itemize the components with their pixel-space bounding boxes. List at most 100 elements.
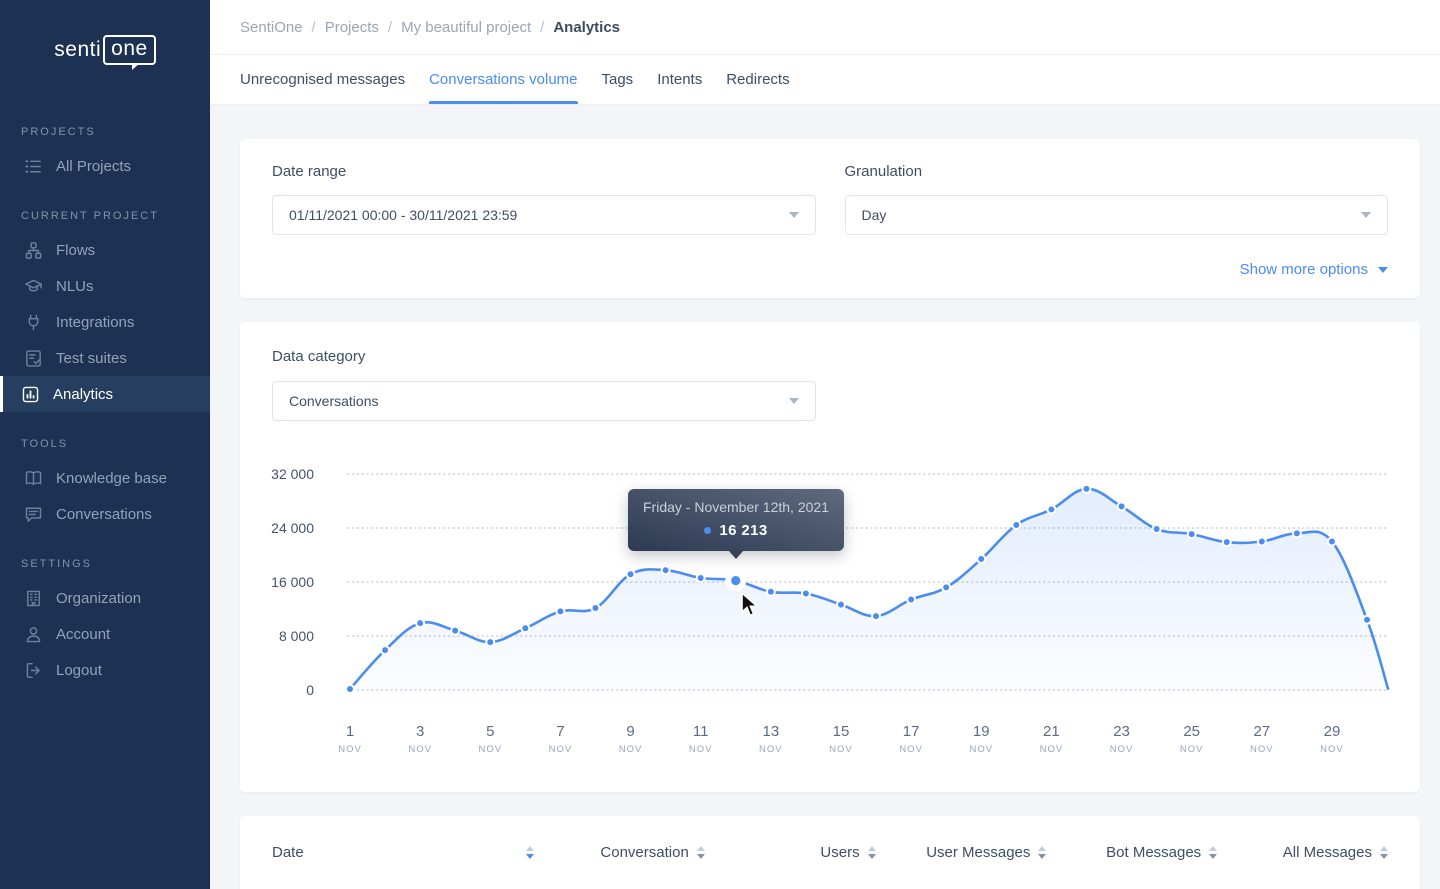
column-header-conversation[interactable]: Conversation xyxy=(534,844,705,861)
tab-tags[interactable]: Tags xyxy=(601,71,634,88)
data-point[interactable] xyxy=(1116,501,1127,512)
column-header-user-messages[interactable]: User Messages xyxy=(876,844,1047,861)
tab-unrecognised-messages[interactable]: Unrecognised messages xyxy=(240,71,406,88)
sidebar-item-account[interactable]: Account xyxy=(0,616,210,652)
sort-arrows-icon[interactable] xyxy=(1038,846,1047,859)
column-header-bot-messages[interactable]: Bot Messages xyxy=(1046,844,1218,861)
data-point[interactable] xyxy=(1046,504,1057,515)
data-point[interactable] xyxy=(450,625,461,636)
sidebar-item-label: Analytics xyxy=(53,385,114,403)
sentione-logo: senti one xyxy=(0,0,210,100)
date-range-select[interactable]: 01/11/2021 00:00 - 30/11/2021 23:59 xyxy=(272,195,816,235)
date-range-value: 01/11/2021 00:00 - 30/11/2021 23:59 xyxy=(289,207,518,223)
data-point[interactable] xyxy=(415,618,426,629)
tab-conversations-volume[interactable]: Conversations volume xyxy=(429,55,578,104)
column-header-users[interactable]: Users xyxy=(705,844,876,861)
show-more-options-link[interactable]: Show more options xyxy=(1239,261,1368,278)
svg-text:NOV: NOV xyxy=(408,744,432,755)
svg-text:NOV: NOV xyxy=(829,744,853,755)
data-point[interactable] xyxy=(1256,536,1267,547)
svg-text:17: 17 xyxy=(903,723,920,740)
sort-arrows-icon[interactable] xyxy=(1379,846,1388,859)
data-point[interactable] xyxy=(485,637,496,648)
sidebar-item-label: Knowledge base xyxy=(56,469,167,487)
sort-arrows-icon[interactable] xyxy=(696,846,705,859)
data-point[interactable] xyxy=(590,602,601,613)
book-icon xyxy=(24,469,43,488)
data-point[interactable] xyxy=(765,586,776,597)
column-label: All Messages xyxy=(1282,844,1372,861)
sidebar-section-tools: TOOLS Knowledge base Conversations xyxy=(0,438,210,532)
data-category-select[interactable]: Conversations xyxy=(272,381,816,421)
breadcrumb-item-projects[interactable]: Projects xyxy=(324,18,379,36)
data-point[interactable] xyxy=(871,611,882,622)
data-point[interactable] xyxy=(800,588,811,599)
data-point[interactable] xyxy=(1151,524,1162,535)
data-point[interactable] xyxy=(976,554,987,565)
data-point[interactable] xyxy=(1011,519,1022,530)
svg-text:NOV: NOV xyxy=(1180,744,1204,755)
sidebar-item-label: All Projects xyxy=(56,157,132,175)
topbar: SentiOne / Projects / My beautiful project / A… xyxy=(210,0,1440,55)
sidebar-item-all-projects[interactable]: All Projects xyxy=(0,148,210,184)
chart-card: Data category Conversations 0 8 000 16 000… xyxy=(240,322,1420,792)
svg-text:9: 9 xyxy=(626,723,634,740)
svg-text:25: 25 xyxy=(1183,723,1200,740)
tab-redirects[interactable]: Redirects xyxy=(726,71,790,88)
data-point[interactable] xyxy=(1221,537,1232,548)
breadcrumb-item-sentione[interactable]: SentiOne xyxy=(240,18,303,36)
sidebar-item-flows[interactable]: Flows xyxy=(0,232,210,268)
tooltip-value: 16 213 xyxy=(719,522,768,539)
data-point[interactable] xyxy=(835,599,846,610)
data-point[interactable] xyxy=(1326,536,1337,547)
sidebar-item-label: Test suites xyxy=(56,349,127,367)
sidebar-item-knowledge-base[interactable]: Knowledge base xyxy=(0,460,210,496)
data-point[interactable] xyxy=(1291,528,1302,539)
sort-arrows-icon[interactable] xyxy=(867,846,876,859)
data-point[interactable] xyxy=(1186,529,1197,540)
sidebar-item-nlus[interactable]: NLUs xyxy=(0,268,210,304)
table-header-row: Date Conversation Users User Messages Bot Me… xyxy=(272,844,1388,861)
nlu-icon xyxy=(24,277,43,296)
column-header-all-messages[interactable]: All Messages xyxy=(1217,844,1388,861)
series-dot-icon xyxy=(704,527,712,534)
mouse-cursor xyxy=(741,592,760,617)
data-point[interactable] xyxy=(555,606,566,617)
data-point[interactable] xyxy=(660,565,671,576)
data-category-label: Data category xyxy=(272,348,366,365)
svg-text:29: 29 xyxy=(1324,723,1341,740)
column-header-date[interactable]: Date xyxy=(272,844,534,861)
sidebar-item-analytics[interactable]: Analytics xyxy=(0,376,210,412)
sidebar-item-integrations[interactable]: Integrations xyxy=(0,304,210,340)
data-point[interactable] xyxy=(906,594,917,605)
chevron-down-icon xyxy=(789,398,799,404)
data-point[interactable] xyxy=(380,645,391,656)
svg-text:NOV: NOV xyxy=(969,744,993,755)
sort-arrows-icon[interactable] xyxy=(1209,846,1218,859)
svg-text:NOV: NOV xyxy=(338,744,362,755)
sidebar-item-label: Logout xyxy=(56,661,102,679)
sidebar-section-current-project: CURRENT PROJECT Flows NLUs Integrations Test… xyxy=(0,210,210,412)
data-point[interactable] xyxy=(625,569,636,580)
sidebar-item-organization[interactable]: Organization xyxy=(0,580,210,616)
svg-text:NOV: NOV xyxy=(549,744,573,755)
show-more-caret-icon[interactable] xyxy=(1378,266,1388,273)
sidebar: senti one PROJECTS All Projects CURRENT PR… xyxy=(0,0,210,889)
data-point[interactable] xyxy=(1362,614,1373,625)
person-icon xyxy=(24,625,43,644)
granulation-select[interactable]: Day xyxy=(844,195,1388,235)
data-point[interactable] xyxy=(941,582,952,593)
highlighted-data-point[interactable] xyxy=(725,570,747,592)
tab-intents[interactable]: Intents xyxy=(657,71,703,88)
data-point[interactable] xyxy=(695,572,706,583)
data-point[interactable] xyxy=(345,683,355,694)
data-point[interactable] xyxy=(1081,483,1092,494)
sidebar-section-settings: SETTINGS Organization Account Logout xyxy=(0,558,210,688)
sort-arrows-icon[interactable] xyxy=(526,846,534,859)
sidebar-nav: PROJECTS All Projects CURRENT PROJECT Flows… xyxy=(0,126,210,688)
sidebar-item-conversations[interactable]: Conversations xyxy=(0,496,210,532)
sidebar-item-test-suites[interactable]: Test suites xyxy=(0,340,210,376)
breadcrumb-item-my-beautiful-project[interactable]: My beautiful project xyxy=(401,18,532,36)
sidebar-item-logout[interactable]: Logout xyxy=(0,652,210,688)
data-point[interactable] xyxy=(520,623,531,634)
